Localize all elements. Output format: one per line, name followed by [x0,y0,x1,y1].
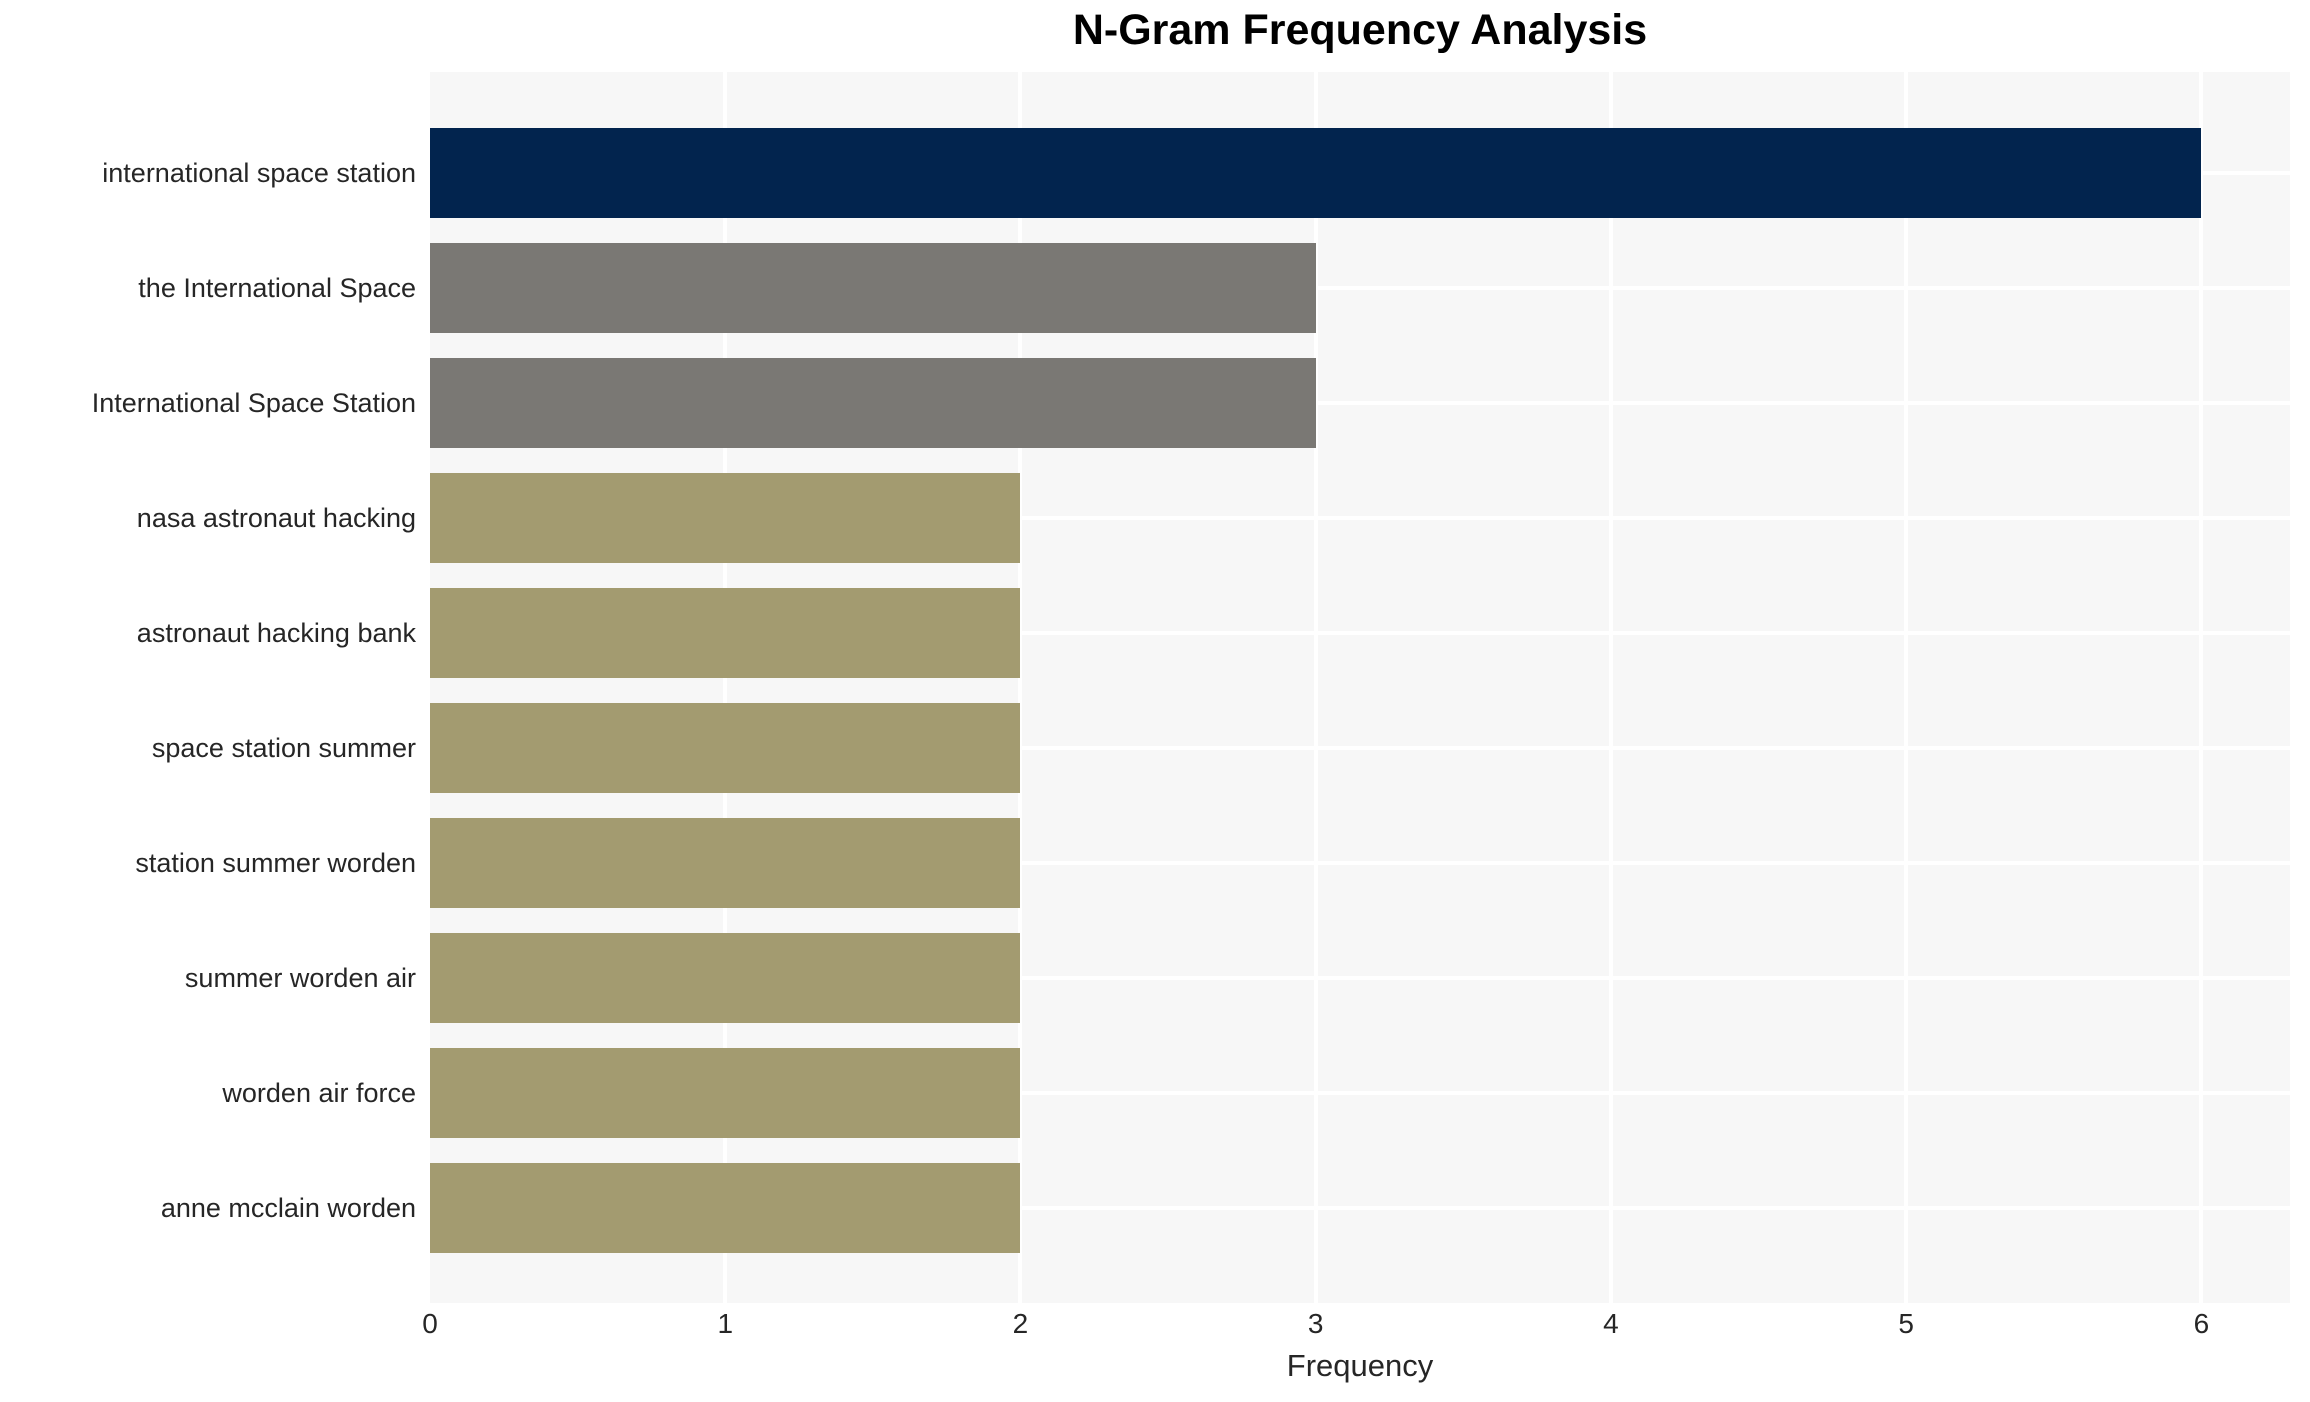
bar-the-international-space [430,243,1316,333]
gridline-vertical [1018,72,1023,1303]
gridline-vertical [1313,72,1318,1303]
y-axis-label: the International Space [138,272,416,303]
gridline-horizontal [430,516,2290,520]
x-tick-label: 3 [1307,1308,1324,1339]
gridline-horizontal [430,401,2290,405]
gridline-horizontal [430,746,2290,750]
y-axis-label: nasa astronaut hacking [136,502,416,533]
x-tick-label: 0 [422,1308,438,1339]
x-tick-label: 1 [717,1308,734,1339]
x-axis-title: Frequency [1286,1348,1434,1383]
y-axis-label: worden air force [222,1077,416,1108]
gridline-horizontal [430,861,2290,865]
bar-nasa-astronaut-hacking [430,473,1021,563]
y-axis-label: space station summer [151,732,416,763]
x-tick-label: 6 [2193,1308,2210,1339]
bar-international-space-station [430,128,2202,218]
bar-space-station-summer [430,703,1021,793]
gridline-horizontal [430,1091,2290,1095]
y-axis-label: station summer worden [135,847,416,878]
y-axis-label: international space station [102,157,416,188]
gridline-horizontal [430,631,2290,635]
x-tick-label: 4 [1603,1308,1619,1339]
plot-area [430,72,2290,1303]
y-axis-label: astronaut hacking bank [136,617,416,648]
bar-station-summer-worden [430,818,1021,908]
gridline-horizontal [430,286,2290,290]
bar-astronaut-hacking-bank [430,588,1021,678]
y-axis-label: anne mcclain worden [160,1192,416,1223]
y-axis-label: International Space Station [91,387,416,418]
y-axis-label: summer worden air [184,962,416,993]
bar-anne-mcclain-worden [430,1163,1021,1253]
bar-worden-air-force [430,1048,1021,1138]
gridline-vertical [2199,72,2204,1303]
bar-summer-worden-air [430,933,1021,1023]
gridline-vertical [1608,72,1613,1303]
chart-title: N-Gram Frequency Analysis [1072,6,1648,54]
gridline-vertical [723,72,728,1303]
gridline-vertical [1904,72,1909,1303]
gridline-horizontal [430,1206,2290,1210]
gridline-horizontal [430,976,2290,980]
x-tick-label: 5 [1898,1308,1914,1339]
x-tick-label: 2 [1012,1308,1029,1339]
bar-international-space-station [430,358,1316,448]
